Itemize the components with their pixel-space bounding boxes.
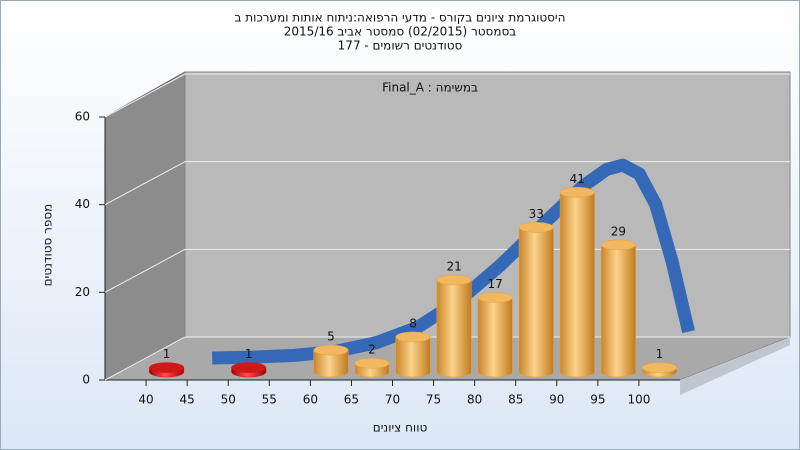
bar-top <box>313 344 349 356</box>
x-tick-label: 70 <box>385 393 400 407</box>
bar-top <box>231 362 267 373</box>
bar <box>436 279 472 378</box>
value-label: 17 <box>488 277 503 291</box>
value-label: 1 <box>163 347 171 361</box>
grid-line <box>104 336 186 381</box>
value-label: 21 <box>446 259 461 273</box>
bar-top <box>559 187 595 198</box>
left-wall <box>104 71 186 381</box>
value-label: 8 <box>409 316 417 330</box>
bar-top <box>641 362 677 373</box>
chart-title: בסמסטר (02/2015) סמסטר אביב 2015/16 <box>284 25 516 39</box>
x-tick-label: 50 <box>221 393 236 407</box>
grid-line <box>104 161 186 206</box>
bar <box>477 297 513 378</box>
value-label: 1 <box>245 347 253 361</box>
bar-top <box>436 274 472 286</box>
x-tick-label: 75 <box>426 393 441 407</box>
grid-line <box>104 73 186 118</box>
y-tick-label: 20 <box>75 285 90 299</box>
chart-title: סטודנטים רשומים - 177 <box>338 39 463 53</box>
annotation: במשימה : Final_A <box>382 81 478 95</box>
bar-top <box>600 239 636 251</box>
bar <box>313 349 349 378</box>
x-tick-label: 80 <box>467 393 482 407</box>
value-label: 5 <box>327 330 335 344</box>
x-tick-label: 40 <box>138 393 153 407</box>
y-tick-label: 40 <box>75 197 90 211</box>
bar-top <box>354 357 390 369</box>
bar-top <box>477 292 513 303</box>
bar <box>600 244 636 378</box>
x-tick-label: 90 <box>549 393 564 407</box>
y-axis-label: מספר סטודנטים <box>41 204 55 287</box>
floor-edge <box>680 337 790 395</box>
bar <box>559 192 595 378</box>
x-tick-label: 60 <box>303 393 318 407</box>
value-label: 33 <box>529 207 544 221</box>
x-tick-label: 85 <box>508 393 523 407</box>
value-label: 2 <box>368 343 376 357</box>
x-tick-label: 55 <box>262 393 277 407</box>
value-label: 1 <box>656 347 664 361</box>
value-label: 41 <box>570 172 585 186</box>
y-tick-label: 60 <box>75 110 90 124</box>
bar-top <box>149 362 185 373</box>
bar <box>395 336 431 378</box>
x-tick-label: 45 <box>180 393 195 407</box>
x-axis-label: טווח ציונים <box>373 421 428 435</box>
y-tick-label: 0 <box>82 373 90 387</box>
grid-line <box>104 248 186 293</box>
bar-top <box>395 331 431 343</box>
bar <box>518 227 554 378</box>
value-label: 29 <box>611 224 626 238</box>
x-tick-label: 100 <box>627 393 650 407</box>
x-tick-label: 65 <box>344 393 359 407</box>
bar-top <box>518 222 554 233</box>
chart-title: היסטוגרמת ציונים בקורס - מדעי הרפואה:נית… <box>235 11 566 25</box>
x-tick-label: 95 <box>590 393 605 407</box>
